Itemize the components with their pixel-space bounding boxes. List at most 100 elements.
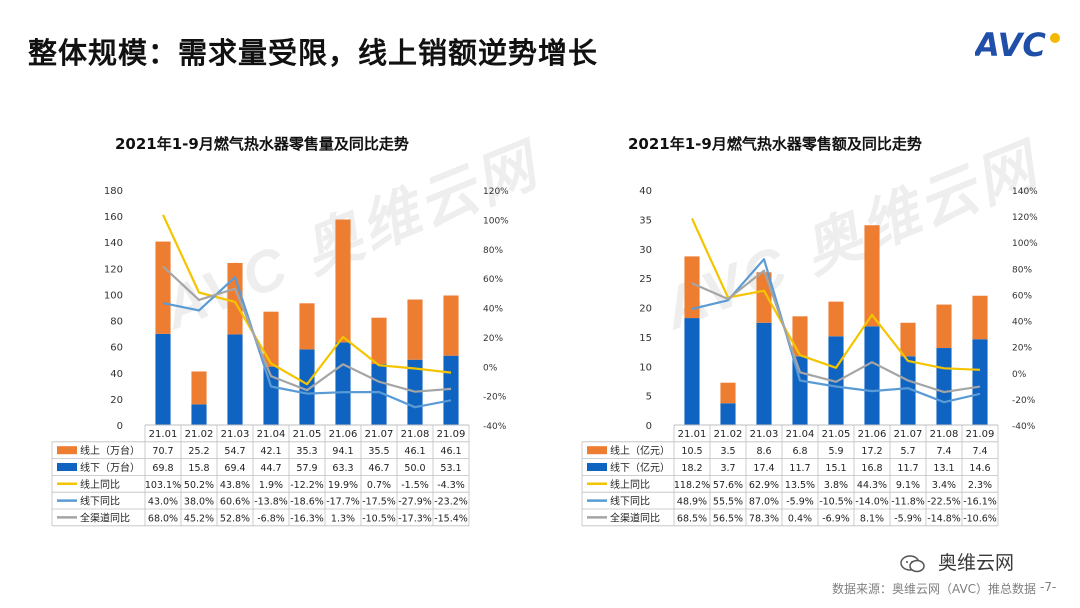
line-offline-yoy [162, 276, 452, 409]
table-cell: 46.1 [404, 446, 425, 457]
table-cell: 6.8 [792, 446, 807, 457]
bar-offline [936, 348, 952, 425]
y2-tick-label: 120% [483, 187, 509, 197]
bar-offline [972, 339, 988, 425]
logo-text: AVC [975, 26, 1046, 64]
table-cell: -12.2% [290, 480, 324, 491]
x-tick-label: 21.07 [894, 429, 923, 440]
y2-tick-label: -40% [1012, 422, 1036, 432]
table-cell: 68.0% [148, 513, 178, 524]
bar-online [756, 272, 772, 323]
table-cell: 14.6 [969, 463, 990, 474]
y-tick-label: 0 [117, 421, 123, 432]
legend-label: 线下同比 [610, 495, 650, 508]
table-cell: 0.7% [367, 480, 391, 491]
table-cell: -17.5% [362, 497, 396, 508]
y2-tick-label: 40% [483, 305, 503, 315]
bar-online [720, 382, 736, 404]
table-cell: 7.4 [936, 446, 951, 457]
y2-tick-label: 140% [1012, 187, 1038, 197]
table-cell: -16.1% [963, 497, 997, 508]
table-cell: -14.8% [927, 513, 961, 524]
chart-value: 40 35 30 25 20 15 10 5 0 140% 120% 100% 80% 60% 40% 20%… [581, 186, 1038, 527]
footer-source: 数据来源：奥维云网（AVC）推总数据 [832, 582, 1037, 596]
table-cell: -5.9% [894, 513, 922, 524]
table-cell: 13.5% [785, 480, 815, 491]
legend-swatch [57, 463, 77, 471]
table-cell: 0.4% [788, 513, 812, 524]
table-cell: 48.9% [677, 497, 707, 508]
y2-tick-label: 0% [1012, 370, 1027, 380]
x-tick-label: 21.01 [149, 429, 178, 440]
bar-online [972, 295, 988, 340]
y2-tick-label: 60% [1012, 291, 1032, 301]
x-tick-label: 21.04 [257, 429, 286, 440]
table-cell: 69.8 [152, 463, 173, 474]
table-cell: 19.9% [328, 480, 358, 491]
y2-tick-label: 20% [483, 334, 503, 344]
y2-tick-label: 80% [1012, 265, 1032, 275]
bar-online [684, 256, 700, 319]
wechat-badge: 奥维云网 [900, 548, 1014, 575]
bar-offline [756, 322, 772, 425]
table-cell: 18.2 [681, 463, 702, 474]
bar-online [191, 371, 207, 405]
table-cell: 5.7 [900, 446, 915, 457]
y2-tick-label: 0% [483, 363, 498, 373]
x-tick-label: 21.04 [786, 429, 815, 440]
table-cell: 43.8% [220, 480, 250, 491]
table-cell: -1.5% [401, 480, 429, 491]
y2-tick-label: 100% [1012, 239, 1038, 249]
table-cell: -10.5% [362, 513, 396, 524]
slide-title: 整体规模：需求量受限，线上销额逆势增长 [28, 36, 599, 70]
bar-offline [227, 334, 243, 425]
table-cell: -17.3% [398, 513, 432, 524]
table-cell: -11.8% [891, 497, 925, 508]
table-cell: 5.9 [828, 446, 843, 457]
x-tick-label: 21.08 [930, 429, 959, 440]
table-cell: 11.7 [897, 463, 918, 474]
table-cell: 62.9% [749, 480, 779, 491]
table-cell: 103.1% [145, 480, 181, 491]
table-cell: 25.2 [188, 446, 209, 457]
y-tick-label: 80 [110, 317, 123, 328]
bar-offline [864, 326, 880, 425]
table-cell: 15.1 [825, 463, 846, 474]
table-cell: -15.4% [434, 513, 468, 524]
x-tick-label: 21.06 [329, 429, 358, 440]
table-cell: 94.1 [332, 446, 353, 457]
table-cell: 46.1 [440, 446, 461, 457]
table-cell: 15.8 [188, 463, 209, 474]
y-tick-label: 25 [639, 274, 652, 285]
y-tick-label: 40 [639, 186, 652, 197]
table-cell: -16.3% [290, 513, 324, 524]
bar-offline [684, 318, 700, 425]
table-cell: 70.7 [152, 446, 173, 457]
table-cell: 52.8% [220, 513, 250, 524]
table-cell: 3.4% [932, 480, 956, 491]
y-tick-label: 40 [110, 369, 123, 380]
table-cell: 54.7 [224, 446, 245, 457]
x-tick-label: 21.09 [437, 429, 466, 440]
table-cell: 56.5% [713, 513, 743, 524]
table-cell: 68.5% [677, 513, 707, 524]
x-tick-label: 21.07 [365, 429, 394, 440]
y2-tick-label: 60% [483, 275, 503, 285]
y2-tick-label: -20% [1012, 396, 1036, 406]
table-cell: 50.0 [404, 463, 425, 474]
table-cell: 3.8% [824, 480, 848, 491]
table-cell: 11.7 [789, 463, 810, 474]
table-cell: 42.1 [260, 446, 281, 457]
x-tick-label: 21.02 [714, 429, 743, 440]
line-total-yoy [691, 269, 981, 394]
legend-label: 全渠道同比 [80, 511, 130, 524]
x-tick-label: 21.03 [750, 429, 779, 440]
legend-label: 全渠道同比 [610, 511, 660, 524]
legend-label: 线上（亿元） [610, 444, 670, 457]
x-tick-label: 21.02 [185, 429, 214, 440]
line-online-yoy [690, 218, 981, 371]
bar-online [335, 219, 351, 343]
table-cell: 1.3% [331, 513, 355, 524]
x-tick-label: 21.05 [293, 429, 322, 440]
bar-offline [900, 356, 916, 425]
